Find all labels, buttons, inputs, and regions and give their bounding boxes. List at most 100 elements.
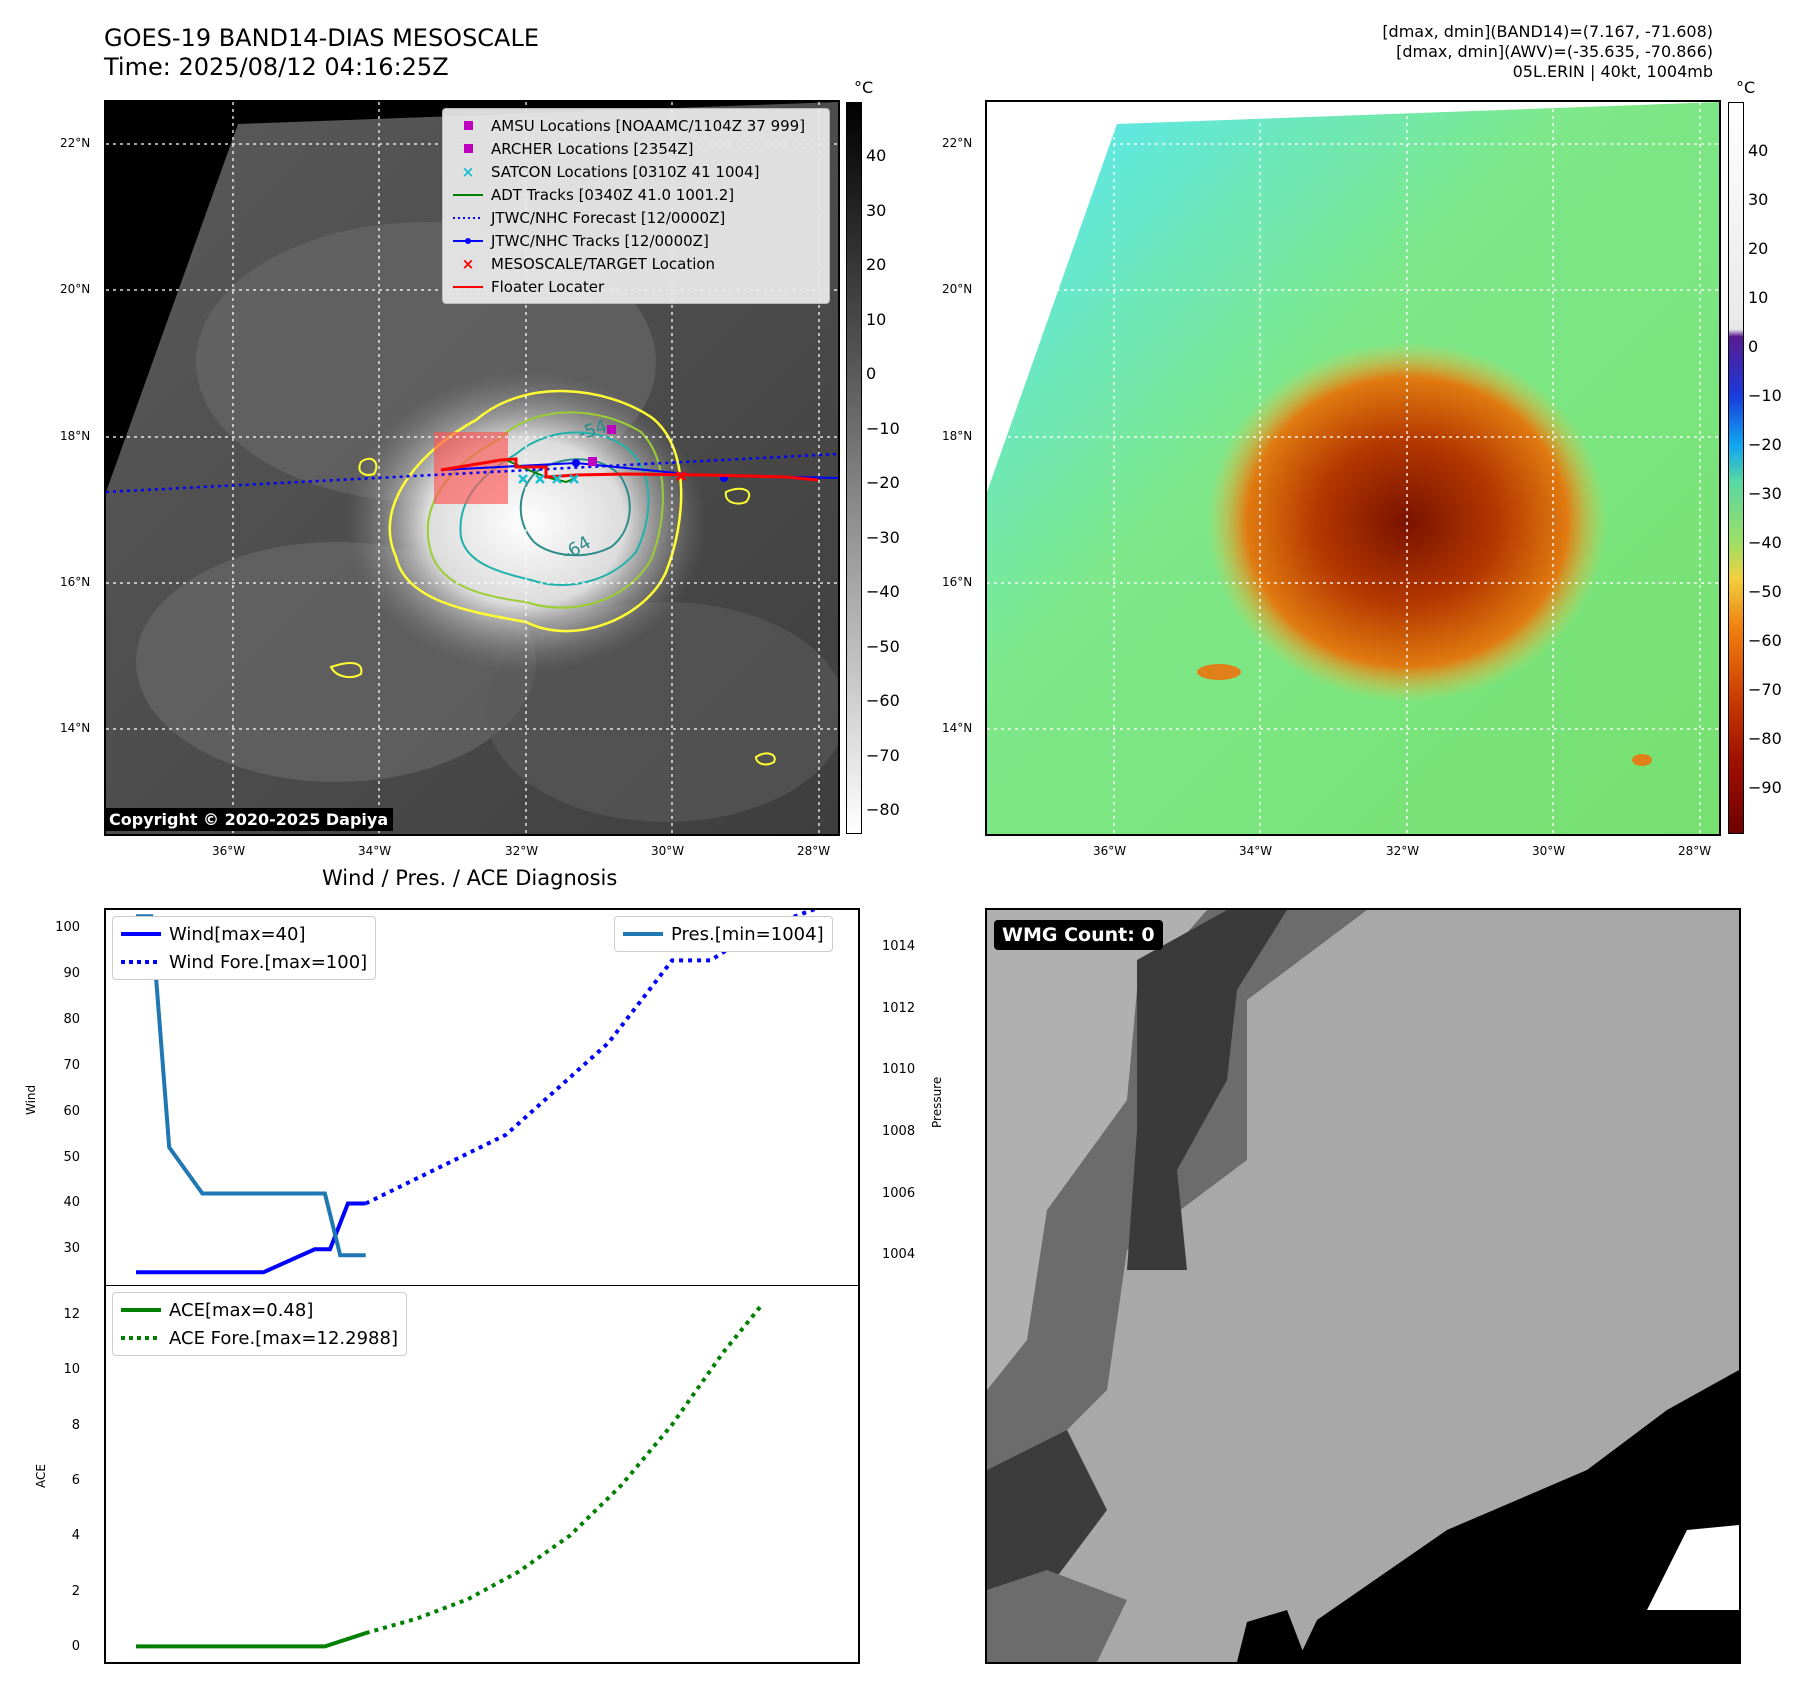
axis-tick-label: 1004 bbox=[882, 1247, 916, 1263]
legend-item-floater: Floater Locater bbox=[451, 275, 821, 298]
series-line-0 bbox=[136, 1631, 367, 1649]
axis-tick-label: 8 bbox=[71, 1417, 80, 1433]
axis-tick-label: 1006 bbox=[882, 1185, 916, 1201]
color-colorbar-tick: −10 bbox=[1748, 386, 1782, 405]
axis-tick-label: 6 bbox=[71, 1473, 80, 1489]
dotted-line-icon bbox=[121, 1336, 161, 1340]
axis-tick-label: 70 bbox=[63, 1057, 80, 1073]
gray-colorbar-tick: −60 bbox=[866, 691, 900, 710]
line-icon bbox=[623, 932, 663, 936]
colorbar-unit: °C bbox=[854, 78, 874, 97]
color-colorbar-tick: −40 bbox=[1748, 533, 1782, 552]
wind-axis-label: Wind bbox=[24, 1084, 38, 1115]
line-icon bbox=[451, 284, 485, 290]
lat-tick: 20°N bbox=[60, 282, 91, 296]
gray-colorbar-tick: 40 bbox=[866, 146, 887, 165]
series-line-1 bbox=[364, 910, 819, 1206]
legend-item-wind-forecast: Wind Fore.[max=100] bbox=[121, 948, 367, 976]
gray-colorbar-tick: 20 bbox=[866, 255, 887, 274]
lat-tick: 16°N bbox=[942, 575, 973, 589]
ace-axis-label: ACE bbox=[34, 1464, 48, 1488]
line-dot-icon bbox=[451, 237, 485, 245]
lon-tick: 34°W bbox=[358, 844, 392, 858]
legend-item-pressure: Pres.[min=1004] bbox=[623, 920, 824, 948]
color-colorbar-tick: −80 bbox=[1748, 729, 1782, 748]
gray-colorbar bbox=[846, 102, 862, 834]
color-colorbar-tick: −20 bbox=[1748, 435, 1782, 454]
storm-summary: 05L.ERIN | 40kt, 1004mb bbox=[1512, 62, 1713, 81]
lat-tick: 20°N bbox=[942, 282, 973, 296]
legend-item-ace-forecast: ACE Fore.[max=12.2988] bbox=[121, 1324, 398, 1352]
line-icon bbox=[121, 1308, 161, 1312]
square-marker-icon bbox=[451, 144, 485, 153]
storm-info: [dmax, dmin](BAND14)=(7.167, -71.608) [d… bbox=[1382, 22, 1713, 82]
axis-tick-label: 1008 bbox=[882, 1123, 916, 1139]
lat-tick: 18°N bbox=[60, 429, 91, 443]
awv-range: [dmax, dmin](AWV)=(-35.635, -70.866) bbox=[1396, 42, 1713, 61]
pressure-axis-label: Pressure bbox=[930, 1076, 944, 1128]
lon-tick: 32°W bbox=[505, 844, 539, 858]
awv-map-panel bbox=[985, 100, 1721, 836]
legend-item-archer: ARCHER Locations [2354Z] bbox=[451, 137, 821, 160]
lon-tick: 32°W bbox=[1386, 844, 1420, 858]
gray-colorbar-tick: −70 bbox=[866, 745, 900, 765]
legend-item-forecast: JTWC/NHC Forecast [12/0000Z] bbox=[451, 206, 821, 229]
wmg-image bbox=[987, 910, 1739, 1662]
colorbar-unit: °C bbox=[1736, 78, 1756, 97]
axis-tick-label: 80 bbox=[63, 1012, 80, 1028]
line-icon bbox=[451, 192, 485, 198]
x-marker-icon: × bbox=[461, 254, 475, 273]
color-colorbar-tick: 0 bbox=[1748, 337, 1759, 356]
axis-tick-label: 1014 bbox=[882, 938, 916, 954]
gray-colorbar-tick: 0 bbox=[866, 364, 877, 383]
lat-tick: 22°N bbox=[60, 136, 91, 150]
x-marker-icon: × bbox=[461, 162, 475, 181]
ace-plot bbox=[136, 1304, 763, 1649]
lon-tick: 34°W bbox=[1239, 844, 1273, 858]
axis-tick-label: 30 bbox=[63, 1241, 80, 1257]
color-colorbar-tick: 10 bbox=[1748, 288, 1769, 307]
axis-tick-label: 0 bbox=[71, 1639, 80, 1655]
axis-tick-label: 60 bbox=[63, 1103, 80, 1119]
gray-colorbar-tick: −10 bbox=[866, 418, 900, 438]
wind-legend: Wind[max=40] Wind Fore.[max=100] bbox=[112, 916, 377, 980]
title-line-2: Time: 2025/08/12 04:16:25Z bbox=[104, 53, 449, 81]
gray-colorbar-tick: −80 bbox=[866, 800, 900, 819]
color-colorbar bbox=[1728, 102, 1744, 834]
map-legend: AMSU Locations [NOAAMC/1104Z 37 999] ARC… bbox=[442, 108, 830, 304]
axis-tick-label: 40 bbox=[63, 1195, 80, 1211]
copyright-label: Copyright © 2020-2025 Dapiya bbox=[104, 808, 394, 831]
legend-item-tracks: JTWC/NHC Tracks [12/0000Z] bbox=[451, 229, 821, 252]
color-colorbar-tick: 30 bbox=[1748, 190, 1769, 209]
color-colorbar-tick: −30 bbox=[1748, 484, 1782, 503]
axis-tick-label: 100 bbox=[55, 920, 80, 936]
ace-legend: ACE[max=0.48] ACE Fore.[max=12.2988] bbox=[112, 1292, 407, 1356]
axis-tick-label: 12 bbox=[63, 1306, 80, 1322]
lon-tick: 28°W bbox=[1678, 844, 1712, 858]
ace-panel bbox=[104, 1285, 860, 1664]
pressure-legend: Pres.[min=1004] bbox=[614, 916, 833, 952]
axis-tick-label: 2 bbox=[71, 1583, 80, 1599]
lon-tick: 30°W bbox=[1532, 844, 1566, 858]
series-line-1 bbox=[365, 1304, 763, 1636]
series-line-0 bbox=[136, 1201, 366, 1275]
lon-tick: 36°W bbox=[212, 844, 246, 858]
lat-tick: 14°N bbox=[942, 721, 973, 735]
color-colorbar-tick: 40 bbox=[1748, 141, 1769, 160]
gray-colorbar-tick: 10 bbox=[866, 309, 887, 329]
wmg-count-badge: WMG Count: 0 bbox=[994, 920, 1163, 950]
lat-tick: 22°N bbox=[942, 136, 973, 150]
axis-tick-label: 1012 bbox=[882, 1000, 916, 1016]
color-colorbar-tick: −70 bbox=[1748, 680, 1782, 699]
axis-tick-label: 90 bbox=[63, 966, 80, 982]
title-line-1: GOES-19 BAND14-DIAS MESOSCALE bbox=[104, 24, 540, 52]
awv-map-image bbox=[987, 102, 1719, 834]
legend-item-wind: Wind[max=40] bbox=[121, 920, 367, 948]
chart-title: Wind / Pres. / ACE Diagnosis bbox=[322, 866, 618, 890]
dotted-line-icon bbox=[121, 960, 161, 964]
color-colorbar-tick: −50 bbox=[1748, 582, 1782, 601]
line-icon bbox=[121, 932, 161, 936]
color-colorbar-tick: −60 bbox=[1748, 631, 1782, 650]
dotted-line-icon bbox=[451, 215, 485, 221]
axis-tick-label: 10 bbox=[63, 1362, 80, 1378]
